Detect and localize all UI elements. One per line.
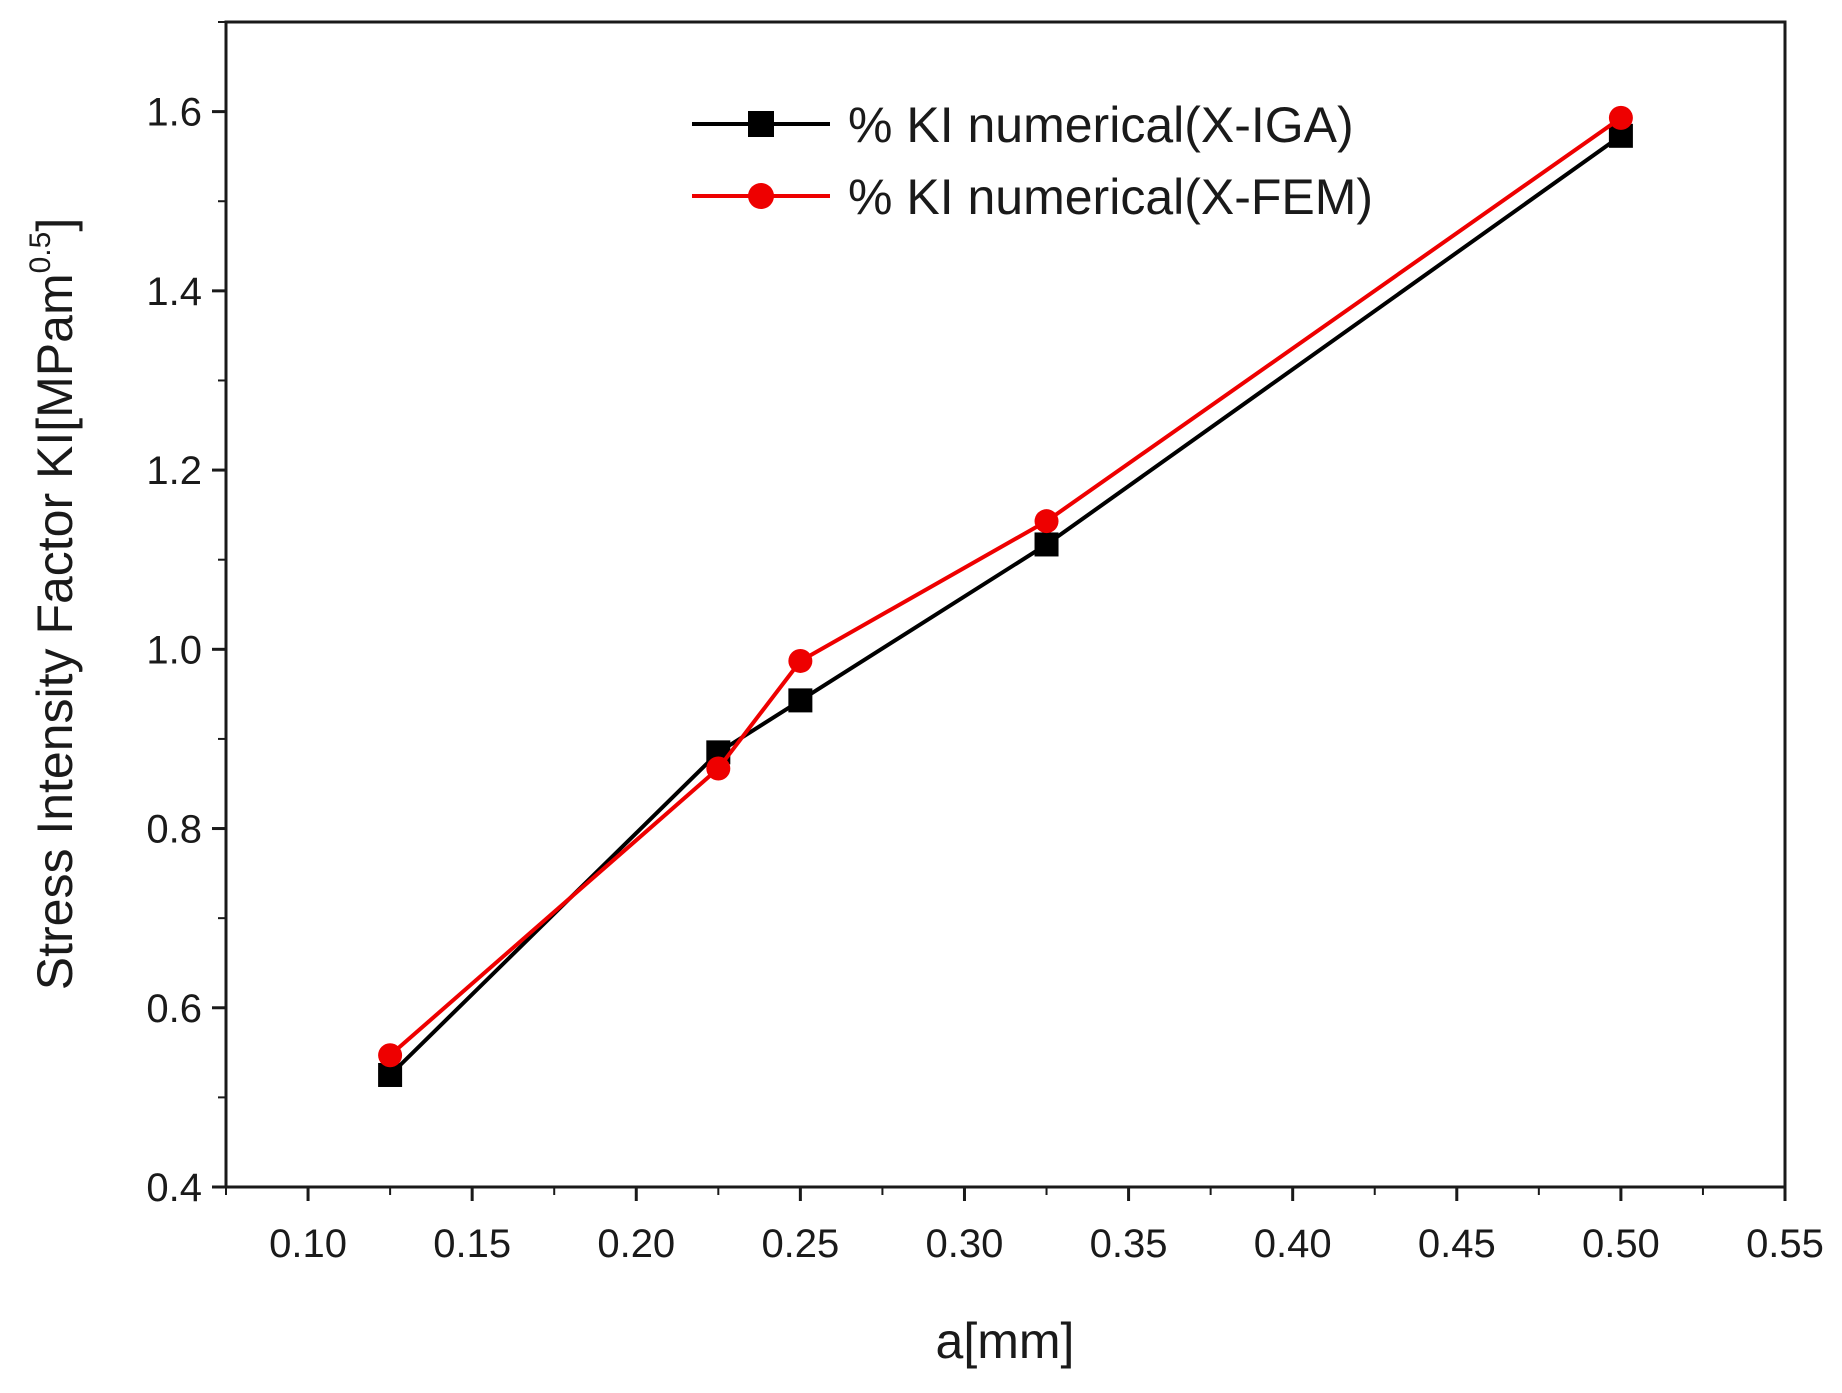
legend-marker-x-fem [748,183,774,209]
series-x-iga [378,123,1633,1087]
y-tick-label: 0.6 [146,987,202,1031]
series-line-x-fem [388,116,1623,1057]
legend: % KI numerical(X-IGA) % KI numerical(X-F… [692,97,1373,225]
legend-label-x-fem: % KI numerical(X-FEM) [848,169,1373,225]
y-axis-title: Stress Intensity Factor KI[MPam0.5] [24,218,83,991]
axis-ticks [212,21,1787,1201]
x-tick-label: 0.15 [433,1222,511,1266]
series-x-fem [378,105,1633,1068]
data-point-x-fem [1608,105,1633,130]
x-tick-label: 0.50 [1582,1222,1660,1266]
y-axis-title-suffix: ] [27,218,83,232]
axis-tick-labels: 0.10 0.15 0.20 0.25 0.30 0.35 0.40 0.45 0.50 0.55… [146,91,1824,1266]
x-tick-label: 0.10 [269,1222,347,1266]
y-tick-label: 1.4 [146,270,202,314]
data-point-x-fem [378,1043,403,1068]
x-tick-label: 0.45 [1418,1222,1496,1266]
plot-frame [224,20,1787,1189]
y-tick-label: 1.6 [146,91,202,135]
x-axis-title: a[mm] [936,1313,1075,1369]
x-tick-label: 0.25 [761,1222,839,1266]
x-tick-label: 0.20 [597,1222,675,1266]
x-tick-label: 0.55 [1746,1222,1824,1266]
y-axis-title-superscript: 0.5 [24,232,57,274]
y-tick-label: 1.2 [146,449,202,493]
y-tick-label: 1.0 [146,628,202,672]
x-tick-label: 0.35 [1090,1222,1168,1266]
x-tick-label: 0.40 [1254,1222,1332,1266]
data-point-x-iga [1034,532,1059,557]
y-tick-label: 0.8 [146,808,202,852]
x-tick-label: 0.30 [926,1222,1004,1266]
series-layer [378,105,1633,1087]
data-point-x-fem [1034,509,1059,534]
data-point-x-fem [788,648,813,673]
y-tick-label: 0.4 [146,1166,202,1210]
y-axis-title-main: Stress Intensity Factor KI[MPam [27,273,83,990]
data-point-x-fem [706,756,731,781]
legend-label-x-iga: % KI numerical(X-IGA) [848,97,1354,153]
data-point-x-iga [788,688,813,713]
legend-marker-x-iga [748,111,774,137]
series-line-x-iga [388,134,1623,1077]
